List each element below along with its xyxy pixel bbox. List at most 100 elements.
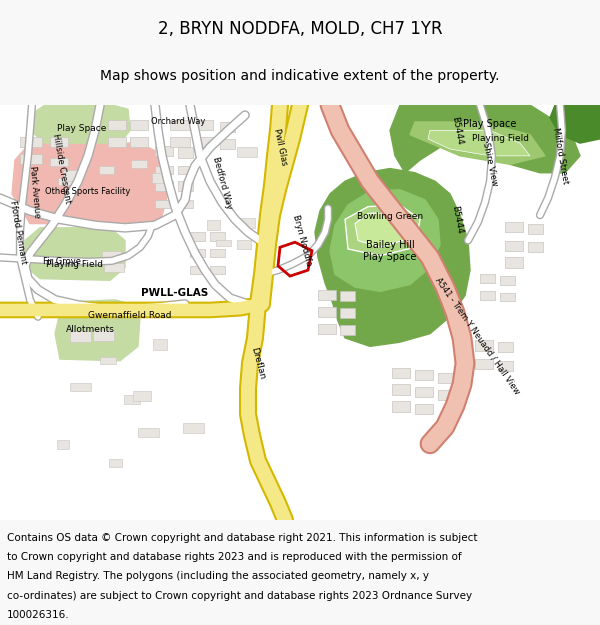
FancyBboxPatch shape	[505, 222, 523, 232]
FancyBboxPatch shape	[438, 389, 453, 400]
FancyBboxPatch shape	[153, 339, 167, 350]
FancyBboxPatch shape	[318, 324, 336, 334]
Text: Playing Field: Playing Field	[47, 260, 104, 269]
FancyBboxPatch shape	[155, 200, 173, 208]
FancyBboxPatch shape	[207, 220, 220, 229]
FancyBboxPatch shape	[498, 361, 513, 371]
FancyBboxPatch shape	[124, 394, 140, 404]
FancyBboxPatch shape	[63, 170, 82, 181]
Text: B5444: B5444	[450, 116, 464, 146]
FancyBboxPatch shape	[93, 330, 114, 341]
FancyBboxPatch shape	[133, 391, 151, 401]
Polygon shape	[315, 169, 470, 346]
Text: Map shows position and indicative extent of the property.: Map shows position and indicative extent…	[100, 69, 500, 82]
FancyBboxPatch shape	[102, 251, 121, 260]
FancyBboxPatch shape	[138, 428, 159, 437]
Text: Allotments: Allotments	[65, 325, 115, 334]
FancyBboxPatch shape	[480, 291, 495, 300]
FancyBboxPatch shape	[190, 266, 205, 274]
FancyBboxPatch shape	[237, 239, 251, 249]
FancyBboxPatch shape	[178, 181, 193, 191]
FancyBboxPatch shape	[195, 120, 213, 131]
Text: Dreflan: Dreflan	[250, 346, 266, 381]
FancyBboxPatch shape	[195, 137, 213, 148]
FancyBboxPatch shape	[58, 178, 74, 186]
Polygon shape	[410, 122, 545, 164]
Text: Play Space: Play Space	[463, 119, 517, 129]
FancyBboxPatch shape	[100, 357, 116, 364]
FancyBboxPatch shape	[210, 232, 225, 241]
Text: Pwll Glas: Pwll Glas	[272, 128, 289, 167]
Text: to Crown copyright and database rights 2023 and is reproduced with the permissio: to Crown copyright and database rights 2…	[7, 552, 462, 562]
FancyBboxPatch shape	[318, 307, 336, 317]
Text: PWLL-GLAS: PWLL-GLAS	[142, 288, 209, 298]
FancyBboxPatch shape	[70, 382, 91, 391]
FancyBboxPatch shape	[340, 325, 355, 336]
FancyBboxPatch shape	[239, 217, 255, 227]
FancyBboxPatch shape	[415, 387, 433, 398]
Text: Bryn Noddfa: Bryn Noddfa	[291, 214, 313, 267]
FancyBboxPatch shape	[392, 384, 410, 394]
Text: Play Space: Play Space	[58, 124, 107, 133]
FancyBboxPatch shape	[155, 146, 173, 156]
FancyBboxPatch shape	[475, 341, 493, 351]
Text: Milford Street: Milford Street	[551, 127, 569, 185]
FancyBboxPatch shape	[108, 137, 126, 148]
FancyBboxPatch shape	[220, 139, 235, 149]
FancyBboxPatch shape	[155, 181, 173, 191]
Polygon shape	[330, 190, 440, 291]
Text: Gwernaffield Road: Gwernaffield Road	[88, 311, 172, 321]
Text: Bedford Way: Bedford Way	[211, 156, 233, 210]
Text: Ffordd Pennant: Ffordd Pennant	[8, 199, 28, 264]
FancyBboxPatch shape	[190, 249, 205, 258]
FancyBboxPatch shape	[340, 308, 355, 318]
FancyBboxPatch shape	[178, 200, 193, 208]
FancyBboxPatch shape	[170, 120, 190, 131]
FancyBboxPatch shape	[505, 241, 523, 251]
FancyBboxPatch shape	[178, 148, 193, 158]
FancyBboxPatch shape	[318, 289, 336, 300]
Text: 100026316.: 100026316.	[7, 610, 70, 620]
FancyBboxPatch shape	[108, 120, 126, 131]
FancyBboxPatch shape	[109, 459, 122, 467]
Text: Bowling Green: Bowling Green	[357, 213, 423, 221]
FancyBboxPatch shape	[505, 258, 523, 268]
FancyBboxPatch shape	[50, 158, 68, 166]
FancyBboxPatch shape	[480, 274, 495, 283]
Polygon shape	[355, 212, 412, 248]
FancyBboxPatch shape	[528, 242, 543, 252]
FancyBboxPatch shape	[152, 173, 171, 183]
Polygon shape	[428, 131, 530, 156]
Text: Playing Field: Playing Field	[472, 134, 529, 143]
Polygon shape	[550, 105, 600, 143]
FancyBboxPatch shape	[216, 239, 231, 246]
FancyBboxPatch shape	[64, 217, 76, 224]
FancyBboxPatch shape	[210, 249, 225, 258]
Polygon shape	[55, 300, 140, 361]
FancyBboxPatch shape	[20, 154, 42, 164]
FancyBboxPatch shape	[155, 166, 173, 174]
Text: B5444: B5444	[450, 204, 464, 234]
FancyBboxPatch shape	[70, 331, 91, 342]
FancyBboxPatch shape	[210, 266, 225, 274]
FancyBboxPatch shape	[438, 372, 453, 382]
Text: Hillside Crescent: Hillside Crescent	[52, 133, 73, 204]
Polygon shape	[25, 228, 125, 281]
FancyBboxPatch shape	[183, 424, 204, 432]
FancyBboxPatch shape	[57, 439, 69, 449]
Text: Other Sports Facility: Other Sports Facility	[46, 187, 131, 196]
FancyBboxPatch shape	[528, 224, 543, 234]
FancyBboxPatch shape	[220, 122, 235, 132]
Text: Park Avenue: Park Avenue	[28, 165, 42, 218]
FancyBboxPatch shape	[103, 309, 116, 317]
Text: Bailey Hill: Bailey Hill	[365, 240, 415, 250]
FancyBboxPatch shape	[178, 166, 193, 174]
Text: Play Space: Play Space	[364, 253, 416, 262]
Text: Contains OS data © Crown copyright and database right 2021. This information is : Contains OS data © Crown copyright and d…	[7, 532, 478, 542]
Polygon shape	[390, 105, 580, 172]
FancyBboxPatch shape	[415, 404, 433, 414]
FancyBboxPatch shape	[392, 368, 410, 378]
FancyBboxPatch shape	[340, 291, 355, 301]
Text: Shire View: Shire View	[481, 142, 499, 187]
Text: HM Land Registry. The polygons (including the associated geometry, namely x, y: HM Land Registry. The polygons (includin…	[7, 571, 429, 581]
